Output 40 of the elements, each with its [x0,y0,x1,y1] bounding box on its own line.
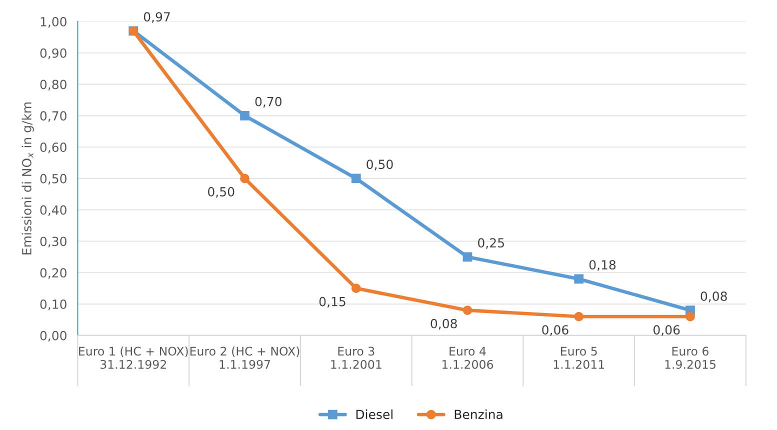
data-label: 0,06 [542,325,568,336]
data-label: 0,08 [430,318,457,330]
point [574,274,584,284]
legend-label: Benzina [454,409,502,420]
data-label: 0,18 [589,260,616,271]
data-label: 0,06 [654,325,680,336]
point [351,174,361,184]
x-tick-label: Euro 6 1.9.2015 [665,346,716,369]
y-axis-title: Emissioni di NO$_{x}$ in g/km [22,102,34,254]
x-tick-label: Euro 2 (HC + NOX) 1.1.1997 [190,346,300,369]
y-tick-label: 0,70 [40,111,66,122]
point [240,110,250,120]
x-tick-label: Euro 5 1.1.2011 [554,346,604,369]
y-tick-label: 0,20 [40,268,66,279]
y-tick-label: 0,60 [40,142,66,154]
data-label: 0,50 [366,160,393,170]
y-tick-label: 0,10 [40,299,66,310]
y-tick-label: 0,50 [40,174,66,185]
data-label: 0,25 [478,238,504,249]
data-label: 0,15 [319,296,346,308]
x-tick-label: Euro 1 (HC + NOX) 31.12.1992 [79,346,188,369]
y-tick-label: 0,40 [40,205,66,216]
point [574,312,584,322]
data-label: 0,08 [700,291,727,302]
data-label: 0,70 [255,96,282,108]
point [462,252,472,262]
legend-label: Diesel [356,409,392,420]
point [240,174,250,184]
y-tick-label: 0,30 [40,236,66,248]
y-tick-label: 0,80 [40,80,66,90]
y-tick-label: 0,00 [40,330,66,342]
x-tick-label: Euro 4 1.1.2006 [442,346,494,369]
data-label: 0,97 [144,12,170,23]
y-tick-label: 1,00 [40,16,66,28]
data-label: 0,50 [208,187,234,198]
point [686,312,695,322]
x-tick-label: Euro 3 1.1.2001 [331,346,382,369]
y-tick-label: 0,90 [40,48,66,60]
point [462,306,472,315]
point [351,284,361,293]
